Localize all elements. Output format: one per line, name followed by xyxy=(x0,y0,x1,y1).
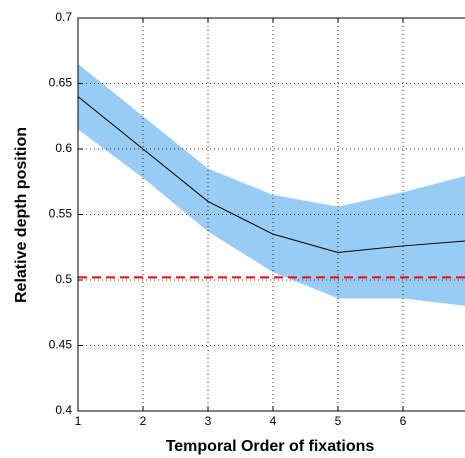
x-tick-label: 3 xyxy=(205,414,212,428)
x-tick-label: 5 xyxy=(335,414,342,428)
x-tick-label: 4 xyxy=(270,414,277,428)
y-tick-label: 0.7 xyxy=(55,10,72,24)
x-tick-label: 6 xyxy=(400,414,407,428)
x-tick-label: 1 xyxy=(75,414,82,428)
y-tick-label: 0.55 xyxy=(49,207,73,221)
y-axis-label: Relative depth position xyxy=(13,127,30,303)
mean-line xyxy=(77,96,465,253)
y-tick-label: 0.45 xyxy=(49,338,73,352)
y-tick-label: 0.4 xyxy=(55,403,72,417)
y-tick-label: 0.6 xyxy=(55,141,72,155)
y-tick-label: 0.5 xyxy=(55,272,72,286)
x-tick-label: 2 xyxy=(140,414,147,428)
confidence-band xyxy=(78,63,465,306)
y-tick-label: 0.65 xyxy=(49,76,73,90)
x-axis-label: Temporal Order of fixations xyxy=(166,438,375,455)
